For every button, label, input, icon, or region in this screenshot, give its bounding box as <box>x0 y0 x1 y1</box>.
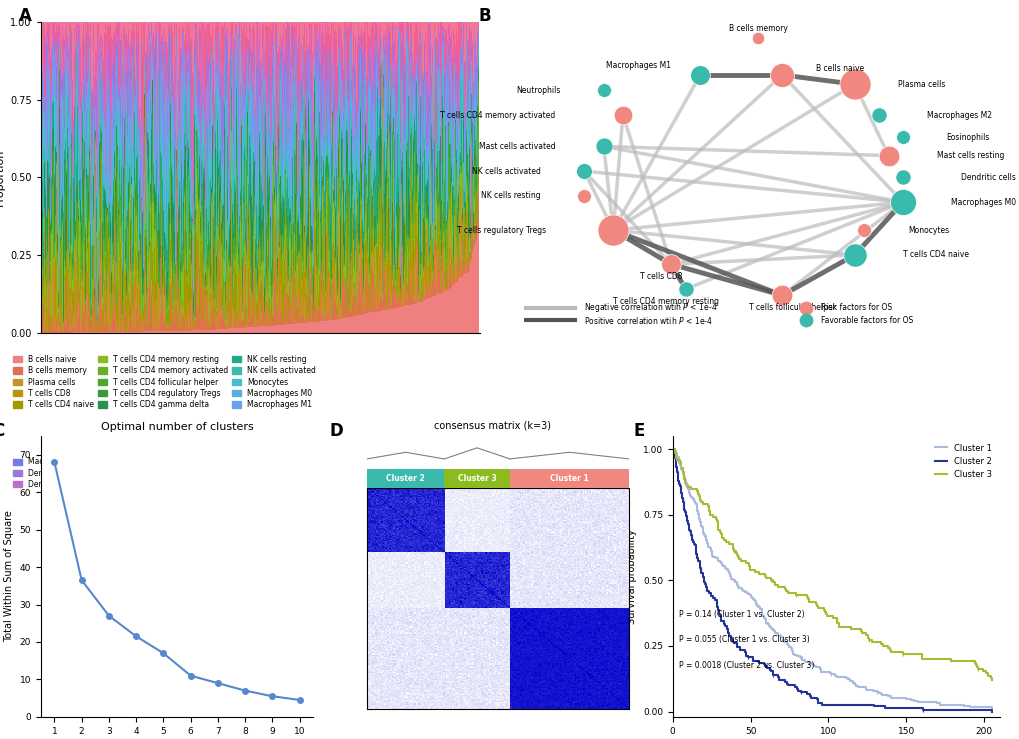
Point <box>773 69 790 81</box>
Text: Mast cells activated: Mast cells activated <box>478 142 554 151</box>
Y-axis label: Proportion: Proportion <box>0 149 5 206</box>
Cluster 1 <box>688 497 700 505</box>
Text: Macrophages M1: Macrophages M1 <box>605 61 671 70</box>
Cluster 1 <box>693 516 705 525</box>
Text: C: C <box>0 422 4 440</box>
Text: T cells CD4 naive: T cells CD4 naive <box>902 251 968 259</box>
Cluster 2 <box>680 509 692 518</box>
Cluster 1 <box>764 624 776 633</box>
Text: B cells memory: B cells memory <box>728 24 787 33</box>
Cluster 3 <box>984 675 997 684</box>
Text: B cells naive: B cells naive <box>815 64 863 73</box>
Text: Negative correlation wtih $P$ < 1e-4: Negative correlation wtih $P$ < 1e-4 <box>584 302 717 314</box>
Text: consensus matrix (k=3): consensus matrix (k=3) <box>434 420 551 430</box>
Text: Cluster 2: Cluster 2 <box>386 474 425 483</box>
Bar <box>367 469 444 488</box>
Point <box>677 283 693 295</box>
Text: D: D <box>329 422 343 440</box>
Text: Plasma cells: Plasma cells <box>898 80 945 89</box>
Cluster 2 <box>714 614 727 623</box>
Point <box>604 224 621 236</box>
Cluster 3 <box>766 578 779 587</box>
Cluster 3 <box>693 495 705 504</box>
Cluster 2 <box>674 483 686 492</box>
Text: Monocytes: Monocytes <box>907 225 948 234</box>
Cluster 2 <box>666 445 679 454</box>
Text: E: E <box>633 422 644 440</box>
Bar <box>444 469 510 488</box>
Text: Neutrophils: Neutrophils <box>516 86 559 95</box>
Point <box>691 69 707 81</box>
Text: Cluster 3: Cluster 3 <box>458 474 496 483</box>
Cluster 2 <box>717 620 730 629</box>
Point <box>576 166 592 177</box>
Line: Cluster 3: Cluster 3 <box>673 449 990 680</box>
Text: NK cells activated: NK cells activated <box>472 167 540 176</box>
Cluster 3 <box>730 551 742 559</box>
Point <box>855 224 871 236</box>
Text: A: A <box>18 7 32 24</box>
Bar <box>510 469 629 488</box>
Cluster 3 <box>713 529 726 538</box>
Point <box>894 131 910 143</box>
Text: P = 0.055 (Cluster 1 vs. Cluster 3): P = 0.055 (Cluster 1 vs. Cluster 3) <box>679 636 809 644</box>
Y-axis label: Survival probability: Survival probability <box>627 529 637 624</box>
Point <box>894 197 910 208</box>
Line: Cluster 2: Cluster 2 <box>673 449 990 712</box>
Cluster 2 <box>668 452 681 460</box>
Cluster 1 <box>788 650 800 659</box>
Legend: Macrophages M2, Dendritic cells resting, Dendritic cells activated, Mast cells r: Macrophages M2, Dendritic cells resting,… <box>9 454 283 492</box>
Legend: Cluster 1, Cluster 2, Cluster 3: Cluster 1, Cluster 2, Cluster 3 <box>930 440 995 482</box>
Cluster 1 <box>666 445 679 454</box>
Text: T cells regulatory Tregs: T cells regulatory Tregs <box>457 225 545 234</box>
Text: Dendritic cells resting: Dendritic cells resting <box>960 173 1019 182</box>
Cluster 2 <box>686 534 698 543</box>
Text: B: B <box>478 7 490 24</box>
Cluster 1 <box>806 661 818 670</box>
Point <box>595 140 611 152</box>
Point <box>576 190 592 202</box>
Point <box>773 290 790 302</box>
Cluster 1 <box>793 653 805 661</box>
Text: P = 0.0018 (Cluster 2 vs. Cluster 3): P = 0.0018 (Cluster 2 vs. Cluster 3) <box>679 661 814 670</box>
Line: Cluster 1: Cluster 1 <box>673 449 990 708</box>
Text: Risk factors for OS: Risk factors for OS <box>820 303 892 312</box>
Point <box>798 302 814 313</box>
Text: T cells CD4 memory activated: T cells CD4 memory activated <box>439 111 554 120</box>
Point <box>870 109 887 121</box>
Text: NK cells resting: NK cells resting <box>481 191 540 200</box>
Cluster 3 <box>976 667 988 675</box>
Point <box>846 78 862 90</box>
Text: T cells CD4 memory resting: T cells CD4 memory resting <box>612 297 718 306</box>
Title: Optimal number of clusters: Optimal number of clusters <box>101 423 253 432</box>
Cluster 3 <box>666 445 679 454</box>
Text: T cells follicular helper: T cells follicular helper <box>748 303 835 312</box>
Text: Cluster 1: Cluster 1 <box>549 474 588 483</box>
Point <box>879 150 896 162</box>
Point <box>662 259 679 270</box>
Text: T cells CD8: T cells CD8 <box>640 272 682 281</box>
Cluster 1 <box>984 704 997 712</box>
Text: Positive correlation wtih $P$ < 1e-4: Positive correlation wtih $P$ < 1e-4 <box>584 315 712 326</box>
Cluster 2 <box>984 707 997 716</box>
Y-axis label: Total Within Sum of Square: Total Within Sum of Square <box>4 511 14 642</box>
Text: Eosinophils: Eosinophils <box>946 132 988 141</box>
Text: Macrophages M2: Macrophages M2 <box>926 111 991 120</box>
Text: P = 0.14 (Cluster 1 vs. Cluster 2): P = 0.14 (Cluster 1 vs. Cluster 2) <box>679 610 804 619</box>
Text: Macrophages M0: Macrophages M0 <box>951 198 1016 207</box>
Text: Mast cells resting: Mast cells resting <box>935 151 1004 160</box>
Point <box>614 109 631 121</box>
Point <box>595 84 611 96</box>
Point <box>749 32 765 44</box>
Cluster 3 <box>701 502 713 511</box>
Point <box>846 249 862 261</box>
Point <box>894 171 910 183</box>
Text: Favorable factors for OS: Favorable factors for OS <box>820 316 912 324</box>
Point <box>798 314 814 326</box>
